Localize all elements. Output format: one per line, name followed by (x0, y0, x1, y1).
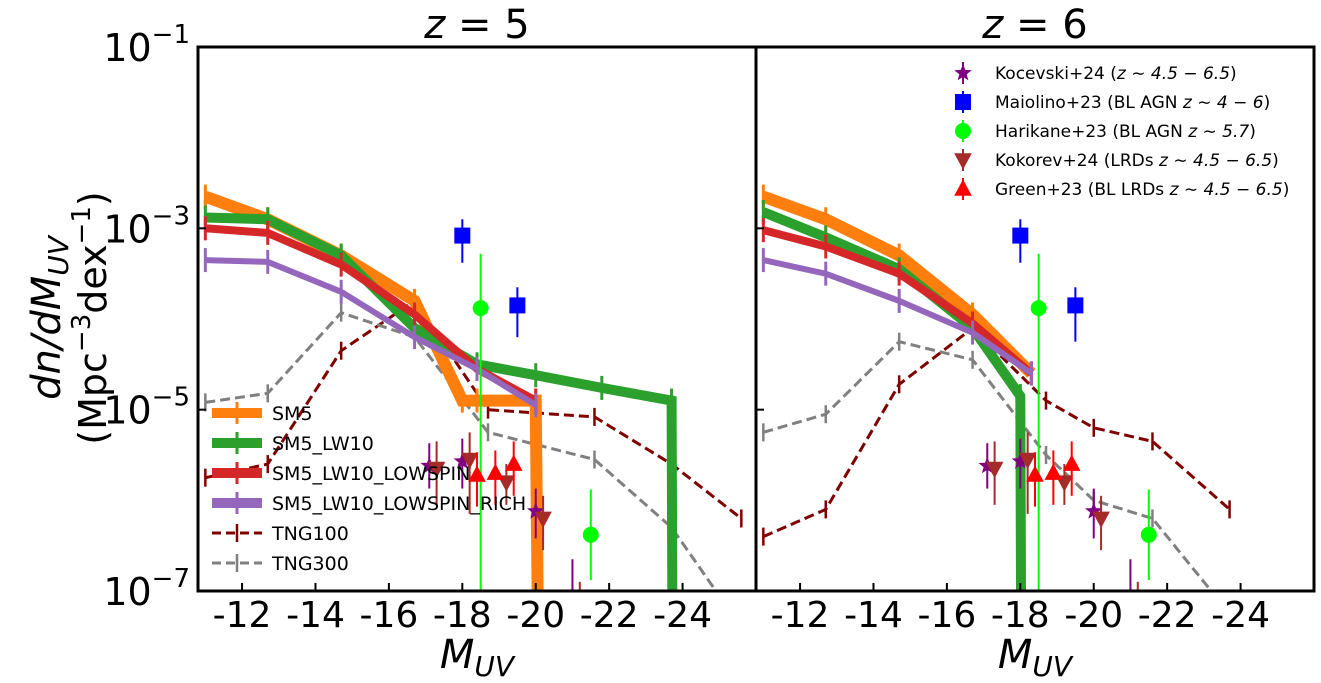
point-kocevski24 (453, 452, 472, 469)
plot-area-1 (761, 184, 1231, 591)
point-kocevski24 (527, 502, 545, 519)
point-harikane23 (582, 526, 599, 543)
x-axis-label-right: MUV (998, 632, 1074, 683)
y-tick-label: 10−7 (103, 564, 190, 614)
legend-label: TNG100 (271, 523, 349, 545)
point-maiolino23 (1067, 297, 1084, 314)
legend-entry-maiolino: Maiolino+23 (BL AGN z ∼ 4 − 6) (955, 91, 1270, 113)
point-kocevski24 (420, 456, 438, 474)
svg-text:(Mpc−3dex−1): (Mpc−3dex−1) (67, 191, 115, 444)
legend-label: SM5 (272, 403, 313, 425)
x-tick-label: -20 (506, 595, 565, 636)
legend-entry-sm5_lw10_lowspin: SM5_LW10_LOWSPIN (212, 462, 470, 485)
panel-title-z5: z = 5 (423, 2, 529, 48)
series-sm5_lw10_lowspin_rich-line (205, 257, 538, 408)
x-tick-label: -12 (213, 595, 272, 636)
y-tick-label: 10−1 (103, 20, 190, 70)
point-kocevski24 (1011, 452, 1030, 469)
x-tick-label: -16 (917, 595, 976, 636)
point-kokorev24 (1018, 452, 1037, 470)
panel-frame (754, 45, 1316, 593)
x-tick-label: -14 (844, 595, 903, 636)
point-maiolino23 (509, 297, 526, 314)
y-tick-label: 10−5 (103, 383, 190, 433)
legend-entry-tng300: TNG300 (212, 553, 349, 575)
x-tick-label: -18 (991, 595, 1050, 636)
panel-1: -12 -14 -16 -18 -20 -22 -24 (754, 45, 1316, 636)
plot-area-0 (203, 184, 743, 591)
point-kokorev24 (985, 461, 1004, 479)
x-tick-label: -24 (653, 595, 712, 636)
point-kokorev24 (427, 461, 446, 479)
series-tng100-line (762, 326, 1231, 538)
point-kokorev24 (1092, 511, 1110, 529)
svg-text:dn/dMUV: dn/dMUV (24, 234, 75, 400)
point-kocevski24 (978, 456, 996, 474)
x-tick-label: -24 (1211, 595, 1270, 636)
legend-label: TNG300 (271, 553, 349, 575)
legend-entry-sm5_lw10_lowspin_rich: SM5_LW10_LOWSPIN_RICH (212, 492, 526, 515)
point-green23 (1062, 454, 1081, 471)
panel-title-z6: z = 6 (981, 2, 1087, 48)
x-tick-label: -14 (286, 595, 345, 636)
legend-label: Harikane+23 (BL AGN z ∼ 5.7) (995, 122, 1256, 142)
legend-marker (954, 153, 972, 170)
point-harikane23 (472, 300, 489, 317)
legend-label: Maiolino+23 (BL AGN z ∼ 4 − 6) (995, 93, 1270, 113)
legend-entry-kocevski: Kocevski+24 (z ∼ 4.5 − 6.5) (954, 62, 1237, 84)
point-harikane23 (1030, 300, 1047, 317)
panel-0: 10−1 10−3 10−5 10−7 -12 -14 -16 -18 -20 -22 -24 (103, 20, 758, 636)
point-kocevski24 (570, 586, 575, 591)
point-green23 (1026, 465, 1044, 482)
legend-label: SM5_LW10_LOWSPIN_RICH (272, 493, 526, 515)
legend-label: Kokorev+24 (LRDs z ∼ 4.5 − 6.5) (995, 151, 1279, 171)
point-kocevski24 (1128, 586, 1133, 591)
point-kokorev24 (460, 452, 479, 470)
x-tick-label: -18 (433, 595, 492, 636)
point-harikane23 (1140, 526, 1157, 543)
x-tick-label: -22 (580, 595, 639, 636)
legend-label: SM5_LW10_LOWSPIN (272, 463, 470, 485)
point-green23 (1044, 463, 1063, 480)
legend-entry-green: Green+23 (BL LRDs z ∼ 4.5 − 6.5) (954, 178, 1289, 200)
legend-entry-kokorev: Kokorev+24 (LRDs z ∼ 4.5 − 6.5) (954, 149, 1279, 171)
legend-label: Kocevski+24 (z ∼ 4.5 − 6.5) (995, 64, 1237, 84)
point-kocevski24 (1085, 502, 1103, 519)
x-tick-label: -16 (359, 595, 418, 636)
y-tick-label: 10−3 (103, 201, 190, 251)
point-green23 (504, 454, 523, 471)
legend-label: Green+23 (BL LRDs z ∼ 4.5 − 6.5) (995, 180, 1289, 200)
series-tng300-line (762, 340, 1214, 591)
legend-entry-tng100: TNG100 (212, 523, 349, 545)
legend-marker (954, 63, 972, 81)
legend-models: SM5 SM5_LW10 SM5_LW10_LOWSPIN SM5_LW10_LOWS… (212, 402, 526, 575)
x-axis-label-left: MUV (440, 632, 516, 683)
point-kokorev24 (534, 511, 552, 529)
point-green23 (468, 465, 486, 482)
x-tick-label: -20 (1064, 595, 1123, 636)
point-maiolino23 (454, 227, 471, 244)
legend-observations: Kocevski+24 (z ∼ 4.5 − 6.5) Maiolino+23 (… (954, 62, 1289, 200)
point-maiolino23 (1012, 227, 1029, 244)
legend-entry-sm5: SM5 (212, 402, 313, 425)
legend-entry-harikane: Harikane+23 (BL AGN z ∼ 5.7) (955, 120, 1256, 142)
legend-label: SM5_LW10 (272, 433, 374, 455)
legend-entry-sm5_lw10: SM5_LW10 (212, 432, 374, 455)
legend-marker (955, 94, 971, 110)
x-tick-label: -12 (771, 595, 830, 636)
x-tick-label: -22 (1138, 595, 1197, 636)
y-axis-label: dn/dMUV (Mpc−3dex−1) (24, 191, 115, 444)
point-green23 (486, 463, 505, 480)
legend-marker (954, 179, 972, 196)
legend-marker (955, 123, 971, 139)
